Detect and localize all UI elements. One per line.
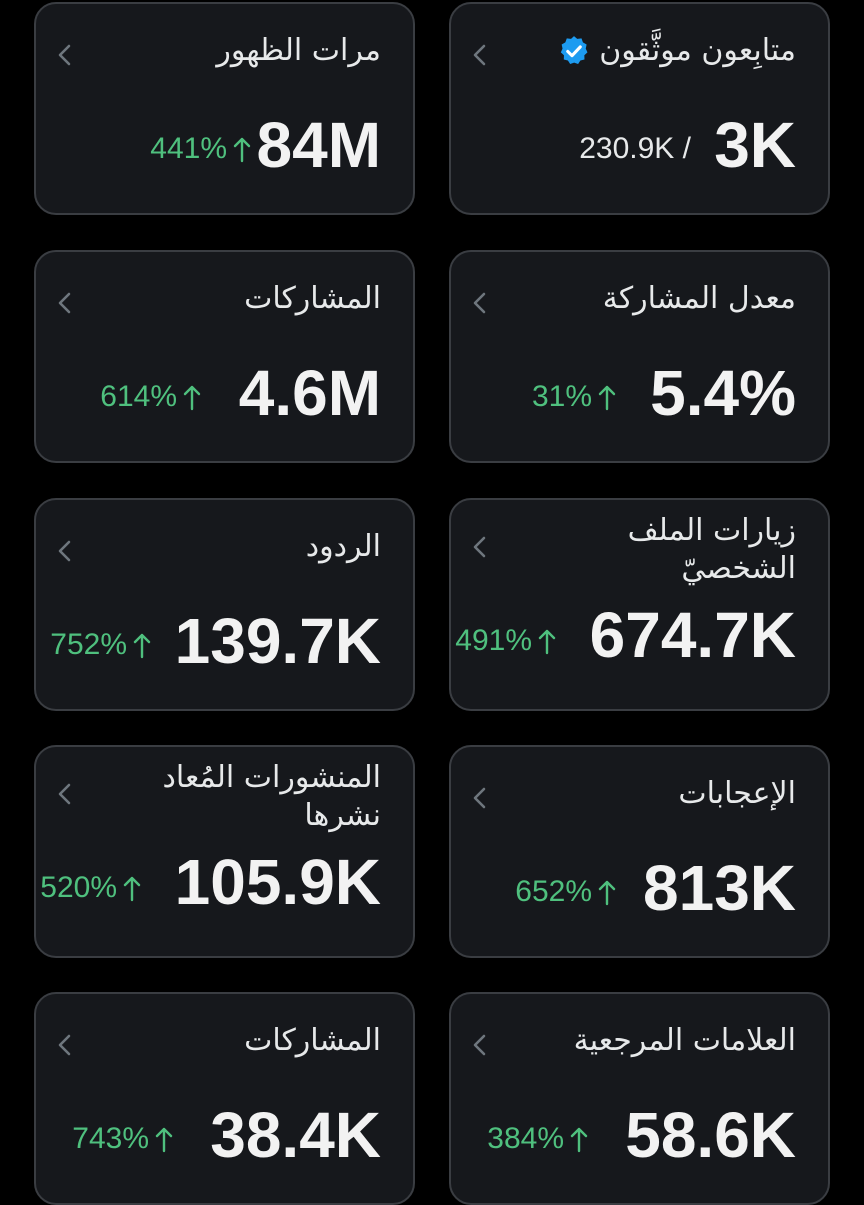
metric-value: 813K — [643, 852, 796, 924]
chevron-left-icon — [58, 1034, 71, 1056]
chevron-left-icon — [473, 787, 486, 809]
card-title: معدل المشاركة — [506, 280, 796, 318]
metric-value: 3K — [714, 109, 796, 181]
card-title: العلامات المرجعية — [506, 1022, 796, 1060]
verified-badge-icon — [557, 34, 591, 68]
arrow-up-icon — [183, 385, 201, 411]
metric-card-replies[interactable]: الردود 139.7K 752% — [34, 498, 415, 711]
card-title-text: العلامات المرجعية — [573, 1023, 796, 1058]
card-title: مرات الظهور — [91, 32, 381, 70]
metric-change: 652% — [515, 875, 616, 909]
card-title: الإعجابات — [506, 775, 796, 813]
arrow-up-icon — [598, 880, 616, 906]
metric-card-bookmarks[interactable]: العلامات المرجعية 58.6K 384% — [449, 992, 830, 1205]
metric-change: 752% — [50, 628, 151, 662]
chevron-left-icon — [58, 783, 71, 805]
arrow-up-icon — [123, 876, 141, 902]
metric-card-engagement-rate[interactable]: معدل المشاركة 5.4% 31% — [449, 250, 830, 463]
card-title-text: معدل المشاركة — [602, 281, 796, 316]
metric-card-reposts[interactable]: المنشورات المُعاد نشرها 105.9K 520% — [34, 745, 415, 958]
arrow-up-icon — [155, 1127, 173, 1153]
card-title-text: المشاركات — [244, 1023, 381, 1058]
metric-card-verified-followers[interactable]: متابِعون موثَّقون 3K 230.9K / — [449, 2, 830, 215]
metric-value: 58.6K — [625, 1099, 796, 1171]
metric-card-profile-visits[interactable]: زيارات الملف الشخصيّ 674.7K 491% — [449, 498, 830, 711]
chevron-left-icon — [473, 1034, 486, 1056]
metric-change-text: 520% — [40, 871, 117, 904]
metric-value: 84M — [256, 109, 382, 181]
metric-change-text: 441% — [150, 132, 227, 165]
chevron-left-icon — [58, 540, 71, 562]
metric-value: 5.4% — [650, 357, 796, 429]
metric-value: 674.7K — [589, 599, 796, 671]
arrow-up-icon — [598, 385, 616, 411]
metric-change-text: 384% — [487, 1122, 564, 1155]
metric-change-text: 491% — [455, 624, 532, 657]
metric-change-text: 31% — [531, 380, 592, 413]
metric-change-text: 614% — [100, 380, 177, 413]
chevron-left-icon — [58, 44, 71, 66]
arrow-up-icon — [538, 629, 556, 655]
arrow-up-icon — [233, 137, 251, 163]
metric-change: 520% — [40, 871, 141, 905]
metric-change: 384% — [487, 1122, 588, 1156]
card-title: متابِعون موثَّقون — [506, 32, 796, 70]
card-title: الردود — [91, 528, 381, 566]
metric-total-text: 230.9K / — [579, 132, 691, 165]
card-title-text: زيارات الملف الشخصيّ — [627, 513, 796, 586]
metric-change: 31% — [532, 380, 616, 414]
metric-change-text: 743% — [72, 1122, 149, 1155]
chevron-left-icon — [473, 536, 486, 558]
card-title-text: متابِعون موثَّقون — [599, 33, 796, 68]
metric-value: 139.7K — [174, 605, 381, 677]
card-title: المنشورات المُعاد نشرها — [91, 759, 381, 835]
card-title-text: المشاركات — [244, 281, 381, 316]
metric-change: 441% — [150, 132, 251, 166]
metric-value: 105.9K — [174, 846, 381, 918]
card-title: المشاركات — [91, 280, 381, 318]
metric-total: 230.9K / — [579, 132, 691, 166]
card-title: زيارات الملف الشخصيّ — [536, 512, 796, 588]
chevron-left-icon — [473, 44, 486, 66]
arrow-up-icon — [133, 633, 151, 659]
metric-card-engagements[interactable]: المشاركات 4.6M 614% — [34, 250, 415, 463]
metric-change-text: 752% — [50, 628, 127, 661]
metric-change-text: 652% — [515, 875, 592, 908]
card-title-text: الإعجابات — [678, 776, 796, 811]
metric-card-likes[interactable]: الإعجابات 813K 652% — [449, 745, 830, 958]
chevron-left-icon — [58, 292, 71, 314]
metric-card-shares[interactable]: المشاركات 38.4K 743% — [34, 992, 415, 1205]
metric-change: 614% — [100, 380, 201, 414]
chevron-left-icon — [473, 292, 486, 314]
metric-change: 491% — [455, 624, 556, 658]
card-title-text: مرات الظهور — [216, 33, 381, 68]
card-title: المشاركات — [91, 1022, 381, 1060]
card-title-text: الردود — [305, 529, 381, 564]
metric-card-impressions[interactable]: مرات الظهور 84M 441% — [34, 2, 415, 215]
metric-value: 4.6M — [238, 357, 381, 429]
metric-value: 38.4K — [210, 1099, 381, 1171]
card-title-text: المنشورات المُعاد نشرها — [162, 760, 381, 833]
metric-change: 743% — [72, 1122, 173, 1156]
arrow-up-icon — [570, 1127, 588, 1153]
